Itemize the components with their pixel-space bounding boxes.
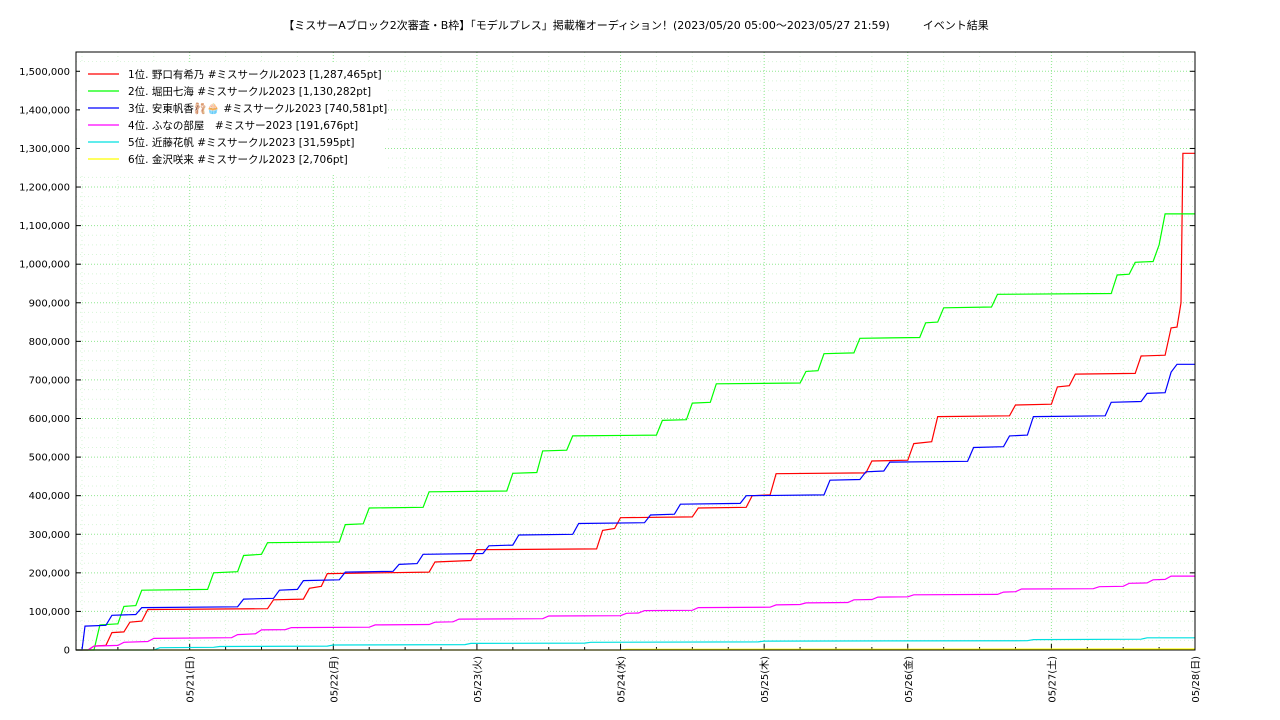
y-tick-label: 0 xyxy=(64,646,70,657)
legend-label: 4位. ふなの部屋 #ミスサー2023 [191,676pt] xyxy=(128,119,358,132)
x-tick-label: 05/22(月) xyxy=(328,656,340,703)
y-tick-label: 1,200,000 xyxy=(19,183,70,194)
x-tick-label: 05/25(木) xyxy=(759,656,771,703)
y-tick-label: 700,000 xyxy=(29,375,70,386)
x-tick-label: 05/26(金) xyxy=(902,656,915,703)
x-tick-label: 05/24(水) xyxy=(616,656,628,703)
series-line-3 xyxy=(76,363,1195,651)
legend-label: 5位. 近藤花帆 #ミスサークル2023 [31,595pt] xyxy=(128,136,354,149)
y-tick-label: 400,000 xyxy=(29,491,70,502)
series-line-1 xyxy=(76,152,1195,651)
legend-label: 1位. 野口有希乃 #ミスサークル2023 [1,287,465pt] xyxy=(128,68,382,81)
x-tick-label: 05/23(火) xyxy=(472,656,484,703)
series-line-5 xyxy=(76,637,1195,651)
plot-frame xyxy=(75,51,1196,651)
series-line-4 xyxy=(76,575,1195,651)
y-tick-label: 500,000 xyxy=(29,453,70,464)
legend-label: 3位. 安東帆香🩰🧁 #ミスサークル2023 [740,581pt] xyxy=(128,102,387,115)
legend-background xyxy=(80,62,385,174)
legend-label: 6位. 金沢咲来 #ミスサークル2023 [2,706pt] xyxy=(128,153,348,166)
y-tick-label: 1,400,000 xyxy=(19,105,70,116)
y-tick-label: 900,000 xyxy=(29,298,70,309)
y-tick-label: 1,500,000 xyxy=(19,67,70,78)
y-tick-label: 600,000 xyxy=(29,414,70,425)
series-line-2 xyxy=(76,213,1195,651)
y-tick-label: 100,000 xyxy=(29,607,70,618)
y-tick-label: 800,000 xyxy=(29,337,70,348)
y-tick-label: 1,300,000 xyxy=(19,144,70,155)
y-tick-label: 200,000 xyxy=(29,568,70,579)
y-tick-label: 1,100,000 xyxy=(19,221,70,232)
y-tick-label: 1,000,000 xyxy=(19,260,70,271)
y-tick-label: 300,000 xyxy=(29,530,70,541)
x-tick-label: 05/21(日) xyxy=(186,656,197,703)
chart-title: 【ミスサーAブロック2次審査・B枠】「モデルプレス」掲載権オーディション！(20… xyxy=(283,19,989,32)
x-tick-label: 05/27(土) xyxy=(1045,656,1058,703)
x-tick-label: 05/28(日) xyxy=(1191,656,1202,703)
legend-label: 2位. 堀田七海 #ミスサークル2023 [1,130,282pt] xyxy=(128,85,371,98)
